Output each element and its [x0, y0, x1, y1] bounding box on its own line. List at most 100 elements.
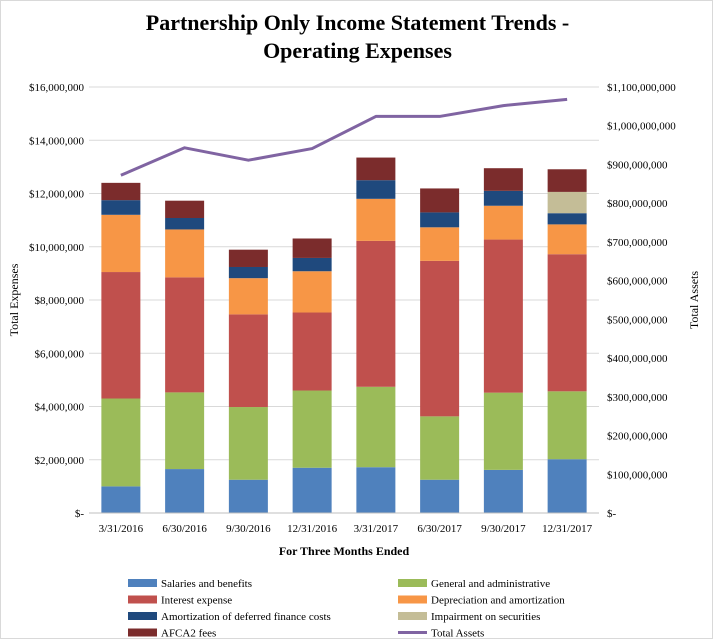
- bar-segment: [229, 314, 268, 407]
- bar-segment: [293, 271, 332, 312]
- bar-segment: [420, 261, 459, 416]
- bar-segment: [101, 200, 140, 215]
- y2-tick-label: $800,000,000: [607, 198, 668, 210]
- y-tick-label: $12,000,000: [29, 189, 85, 201]
- legend-swatch: [128, 629, 157, 637]
- x-tick-label: 3/31/2016: [99, 523, 144, 535]
- legend-label: Impairment on securities: [431, 611, 540, 623]
- legend-label: Total Assets: [431, 628, 484, 640]
- bar-segment: [229, 250, 268, 267]
- bar-segment: [356, 241, 395, 387]
- bar-segment: [229, 278, 268, 314]
- y-tick-label: $14,000,000: [29, 135, 85, 147]
- bar-segment: [229, 267, 268, 278]
- legend-swatch: [398, 612, 427, 620]
- legend-swatch: [128, 612, 157, 620]
- y-tick-label: $16,000,000: [29, 82, 85, 94]
- bar-segment: [293, 468, 332, 513]
- bar-segment: [101, 215, 140, 272]
- bar-segment: [165, 469, 204, 513]
- legend-swatch: [398, 596, 427, 604]
- legend-label: Salaries and benefits: [161, 578, 252, 590]
- y-tick-label: $10,000,000: [29, 242, 85, 254]
- legend-label: Amortization of deferred finance costs: [161, 611, 331, 623]
- bar-segment: [548, 213, 587, 224]
- bar-segment: [548, 192, 587, 213]
- bar-segment: [356, 158, 395, 181]
- bar-segment: [548, 254, 587, 391]
- y2-tick-label: $400,000,000: [607, 353, 668, 365]
- y-tick-label: $2,000,000: [35, 455, 85, 467]
- y-tick-label: $6,000,000: [35, 348, 85, 360]
- bar-segment: [101, 486, 140, 513]
- bar-segment: [356, 467, 395, 513]
- y-tick-label: $4,000,000: [35, 402, 85, 414]
- bar-segment: [229, 480, 268, 513]
- bar-segment: [548, 169, 587, 192]
- bar-segment: [165, 392, 204, 469]
- bar-segment: [293, 238, 332, 257]
- bar-segment: [293, 313, 332, 391]
- total-assets-line-group: [121, 99, 567, 175]
- y2-tick-label: $1,000,000,000: [607, 121, 676, 133]
- bar-segment: [165, 218, 204, 229]
- bar-segment: [101, 272, 140, 398]
- bar-segment: [484, 240, 523, 393]
- legend-swatch: [398, 579, 427, 587]
- bar-segment: [548, 224, 587, 254]
- legend: Salaries and benefits General and adminis…: [128, 578, 565, 640]
- x-tick-label: 12/31/2016: [287, 523, 338, 535]
- y-tick-label: $8,000,000: [35, 295, 85, 307]
- bar-segment: [420, 416, 459, 479]
- legend-label: General and administrative: [431, 578, 550, 590]
- bar-segment: [420, 480, 459, 513]
- y2-tick-label: $100,000,000: [607, 469, 668, 481]
- bar-segment: [420, 212, 459, 227]
- y2-tick-label: $700,000,000: [607, 237, 668, 249]
- y2-tick-label: $600,000,000: [607, 276, 668, 288]
- total-assets-line: [121, 99, 567, 175]
- bar-segment: [229, 407, 268, 480]
- legend-swatch: [128, 579, 157, 587]
- bar-segment: [356, 199, 395, 241]
- bar-segment: [101, 399, 140, 487]
- bar-segment: [420, 227, 459, 261]
- bar-segment: [484, 470, 523, 513]
- bar-segment: [165, 277, 204, 392]
- y2-tick-label: $900,000,000: [607, 159, 668, 171]
- x-tick-label: 6/30/2017: [417, 523, 462, 535]
- bar-segment: [165, 229, 204, 277]
- bar-segment: [293, 258, 332, 271]
- x-tick-label: 6/30/2016: [162, 523, 207, 535]
- x-tick-label: 3/31/2017: [354, 523, 399, 535]
- bar-segment: [484, 191, 523, 206]
- bar-segment: [548, 459, 587, 513]
- y2-tick-label: $200,000,000: [607, 431, 668, 443]
- y2-tick-label: $300,000,000: [607, 392, 668, 404]
- y2-axis-title: Total Assets: [687, 271, 701, 329]
- legend-label: Interest expense: [161, 595, 232, 607]
- bar-segment: [356, 387, 395, 467]
- bar-segment: [165, 201, 204, 218]
- bar-segment: [101, 183, 140, 200]
- y-tick-label: $-: [75, 508, 85, 520]
- legend-label: Depreciation and amortization: [431, 595, 565, 607]
- y2-tick-label: $1,100,000,000: [607, 82, 676, 94]
- bar-segment: [484, 393, 523, 470]
- bar-segment: [356, 180, 395, 199]
- bar-segment: [548, 391, 587, 459]
- x-axis-title: For Three Months Ended: [279, 544, 410, 558]
- legend-swatch: [128, 596, 157, 604]
- y2-tick-label: $-: [607, 508, 617, 520]
- y-axis-title: Total Expenses: [7, 263, 21, 336]
- x-tick-label: 12/31/2017: [542, 523, 593, 535]
- y2-tick-label: $500,000,000: [607, 314, 668, 326]
- bar-segment: [484, 168, 523, 191]
- x-tick-label: 9/30/2017: [481, 523, 526, 535]
- bar-segment: [484, 206, 523, 240]
- bar-segment: [293, 391, 332, 468]
- x-tick-label: 9/30/2016: [226, 523, 271, 535]
- legend-label: AFCA2 fees: [161, 628, 216, 640]
